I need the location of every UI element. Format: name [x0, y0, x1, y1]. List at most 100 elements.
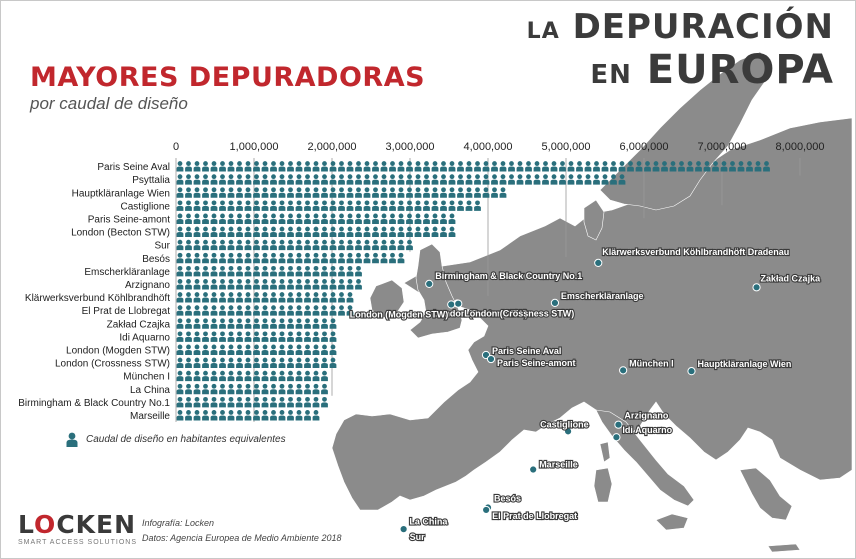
person-mark-body	[423, 166, 430, 172]
person-mark	[356, 200, 361, 206]
person-mark	[449, 174, 455, 180]
person-mark	[254, 161, 259, 166]
person-mark	[492, 161, 497, 166]
person-mark	[237, 252, 242, 258]
person-mark-body	[618, 179, 626, 185]
person-mark	[330, 200, 336, 206]
person-mark	[262, 331, 268, 337]
person-mark-body	[176, 376, 184, 382]
person-mark	[279, 200, 285, 206]
person-mark-body	[176, 205, 184, 211]
person-mark-body	[304, 218, 311, 224]
person-mark	[288, 370, 293, 376]
person-mark-body	[227, 389, 235, 395]
person-mark-body	[244, 336, 252, 342]
person-mark	[254, 383, 259, 389]
person-mark	[296, 292, 302, 297]
person-mark-body	[244, 218, 252, 224]
person-mark-body	[185, 166, 192, 172]
person-mark-body	[210, 271, 218, 277]
person-mark	[211, 213, 217, 219]
person-mark	[339, 200, 344, 206]
person-mark	[296, 383, 302, 389]
person-mark-body	[261, 166, 269, 172]
person-mark	[220, 200, 225, 206]
person-mark-body	[236, 402, 243, 408]
person-mark-body	[355, 232, 362, 238]
person-mark	[398, 226, 404, 232]
person-mark	[313, 357, 319, 363]
person-mark-body	[763, 166, 770, 172]
category-label: Besós	[142, 254, 170, 265]
person-mark	[279, 161, 285, 166]
person-mark-body	[287, 271, 294, 277]
map-land	[331, 51, 853, 553]
person-mark	[245, 344, 251, 350]
person-mark-body	[304, 310, 311, 316]
person-mark	[177, 318, 183, 324]
person-mark-body	[193, 284, 201, 290]
person-mark	[177, 305, 183, 311]
person-mark	[356, 252, 361, 258]
person-mark	[534, 174, 540, 180]
person-mark-body	[270, 271, 277, 277]
person-mark-body	[219, 310, 226, 316]
person-mark-body	[729, 166, 736, 172]
person-mark-body	[321, 402, 328, 408]
person-mark-body	[567, 179, 575, 185]
credit-datos: Datos: Agencia Europea de Medio Ambiente…	[142, 533, 342, 543]
person-mark-body	[550, 179, 558, 185]
person-mark	[220, 187, 225, 193]
person-mark	[245, 279, 251, 284]
person-mark	[254, 226, 259, 232]
person-mark-body	[465, 179, 473, 185]
person-mark	[424, 213, 429, 219]
person-mark-body	[261, 336, 269, 342]
person-mark-body	[338, 310, 345, 316]
category-label: Paris Seine Aval	[97, 162, 170, 173]
person-mark-body	[278, 271, 286, 277]
person-mark-body	[244, 245, 252, 251]
person-mark-body	[270, 218, 277, 224]
person-mark-body	[321, 179, 328, 185]
brand-title: LA DEPURACIÓN EN EUROPA	[527, 10, 834, 90]
person-mark-body	[287, 297, 294, 303]
person-mark-body	[321, 284, 328, 290]
person-mark-body	[261, 310, 269, 316]
person-mark-body	[678, 166, 685, 172]
person-mark	[186, 383, 191, 389]
person-mark	[211, 252, 217, 258]
map-label: London (Becton STW)	[433, 308, 527, 318]
person-mark	[211, 226, 217, 232]
map-label: El Prat de Llobregat	[492, 511, 577, 521]
person-mark	[551, 161, 557, 166]
legend-label: Caudal de diseño en habitantes equivalen…	[86, 434, 286, 445]
person-mark-body	[423, 218, 430, 224]
person-mark	[755, 161, 761, 166]
person-mark-body	[287, 415, 294, 421]
person-mark-body	[321, 232, 328, 238]
person-mark-body	[253, 336, 260, 342]
person-mark-body	[321, 323, 328, 329]
person-mark-body	[287, 205, 294, 211]
person-mark-body	[210, 363, 218, 369]
land-shape	[409, 243, 463, 339]
person-mark	[330, 213, 336, 219]
person-mark	[390, 252, 395, 258]
person-mark-body	[474, 166, 481, 172]
person-mark	[339, 187, 344, 193]
map-pins: Klärwerksverbund Köhlbrandhöft Dradenau Z…	[349, 246, 822, 543]
category-label: Hauptkläranlage Wien	[72, 188, 170, 199]
person-mark	[381, 239, 387, 245]
person-mark-body	[270, 376, 277, 382]
person-mark-body	[261, 258, 269, 264]
person-mark-body	[457, 166, 464, 172]
person-mark-body	[312, 179, 320, 185]
person-mark	[296, 239, 302, 245]
person-mark-body	[304, 271, 311, 277]
person-mark-body	[295, 232, 303, 238]
person-mark-body	[176, 389, 184, 395]
bar	[176, 344, 337, 355]
person-mark-body	[210, 179, 218, 185]
